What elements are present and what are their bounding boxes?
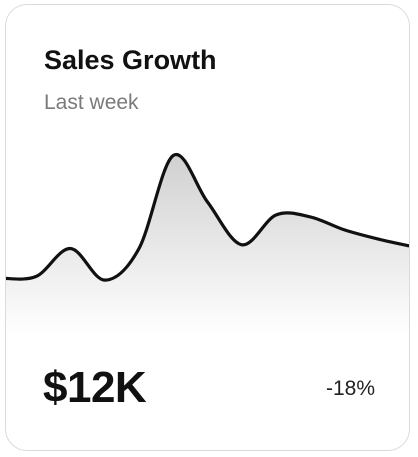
sales-growth-card: Sales Growth Last week $12K -18%: [5, 4, 410, 451]
sparkline-line: [6, 152, 409, 282]
sales-change-percent: -18%: [325, 377, 375, 400]
card-period: Last week: [44, 91, 139, 114]
card-title: Sales Growth: [44, 45, 217, 75]
sparkline-area-fill: [6, 154, 409, 335]
sales-value: $12K: [43, 363, 147, 412]
sales-sparkline-chart: [6, 152, 409, 335]
